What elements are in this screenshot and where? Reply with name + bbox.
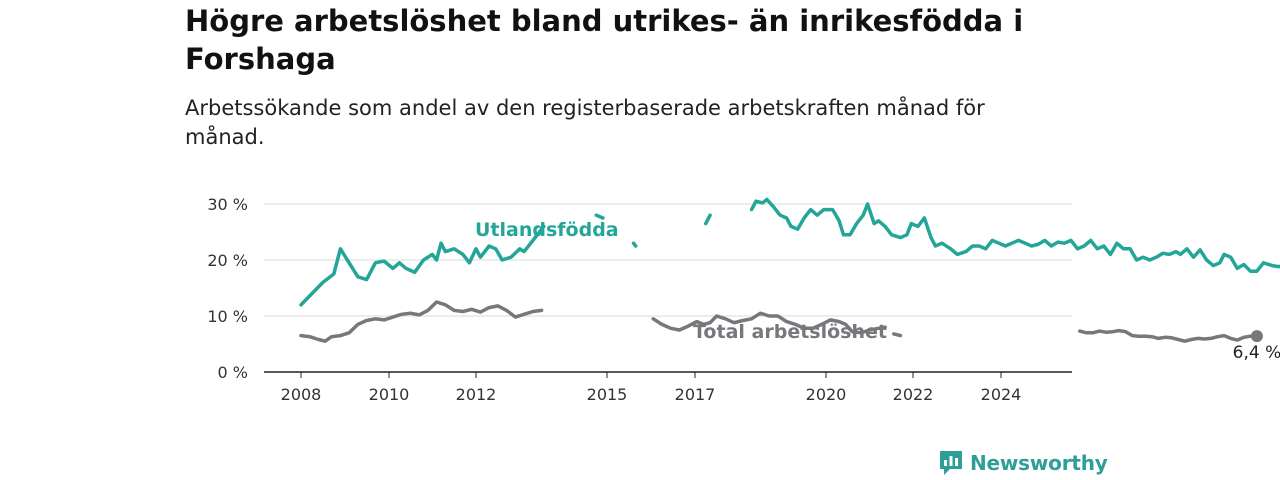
series-end-point <box>1250 330 1263 343</box>
newsworthy-logo-icon <box>940 451 962 475</box>
series-label: Utlandsfödda <box>475 219 619 241</box>
series-line <box>703 213 712 226</box>
y-tick-label: 0 % <box>218 363 248 382</box>
series-line <box>631 241 638 248</box>
x-tick-label: 2010 <box>369 385 410 404</box>
x-tick-label: 2020 <box>806 385 847 404</box>
series-line <box>892 332 903 338</box>
y-tick-label: 10 % <box>207 307 248 326</box>
x-tick-label: 2024 <box>981 385 1022 404</box>
brand-logo: Newsworthy <box>938 449 1108 477</box>
series-line <box>299 224 546 307</box>
x-tick-label: 2008 <box>281 385 322 404</box>
chart-title: Högre arbetslöshet bland utrikes- än inr… <box>185 4 1024 76</box>
series-end-label: 6,4 % <box>1233 343 1280 363</box>
chart-subtitle: Arbetssökande som andel av den registerb… <box>185 96 985 149</box>
series-label: Total arbetslöshet <box>693 321 887 343</box>
series-line <box>594 213 605 220</box>
x-tick-label: 2012 <box>456 385 497 404</box>
series-line <box>651 311 887 335</box>
x-tick-label: 2015 <box>587 385 628 404</box>
y-tick-label: 20 % <box>207 251 248 270</box>
series-line <box>749 197 1280 273</box>
y-tick-label: 30 % <box>207 195 248 214</box>
series-line <box>1077 328 1259 343</box>
brand-name: Newsworthy <box>970 451 1108 475</box>
x-tick-label: 2017 <box>675 385 716 404</box>
series-line <box>299 300 544 343</box>
x-tick-label: 2022 <box>893 385 934 404</box>
